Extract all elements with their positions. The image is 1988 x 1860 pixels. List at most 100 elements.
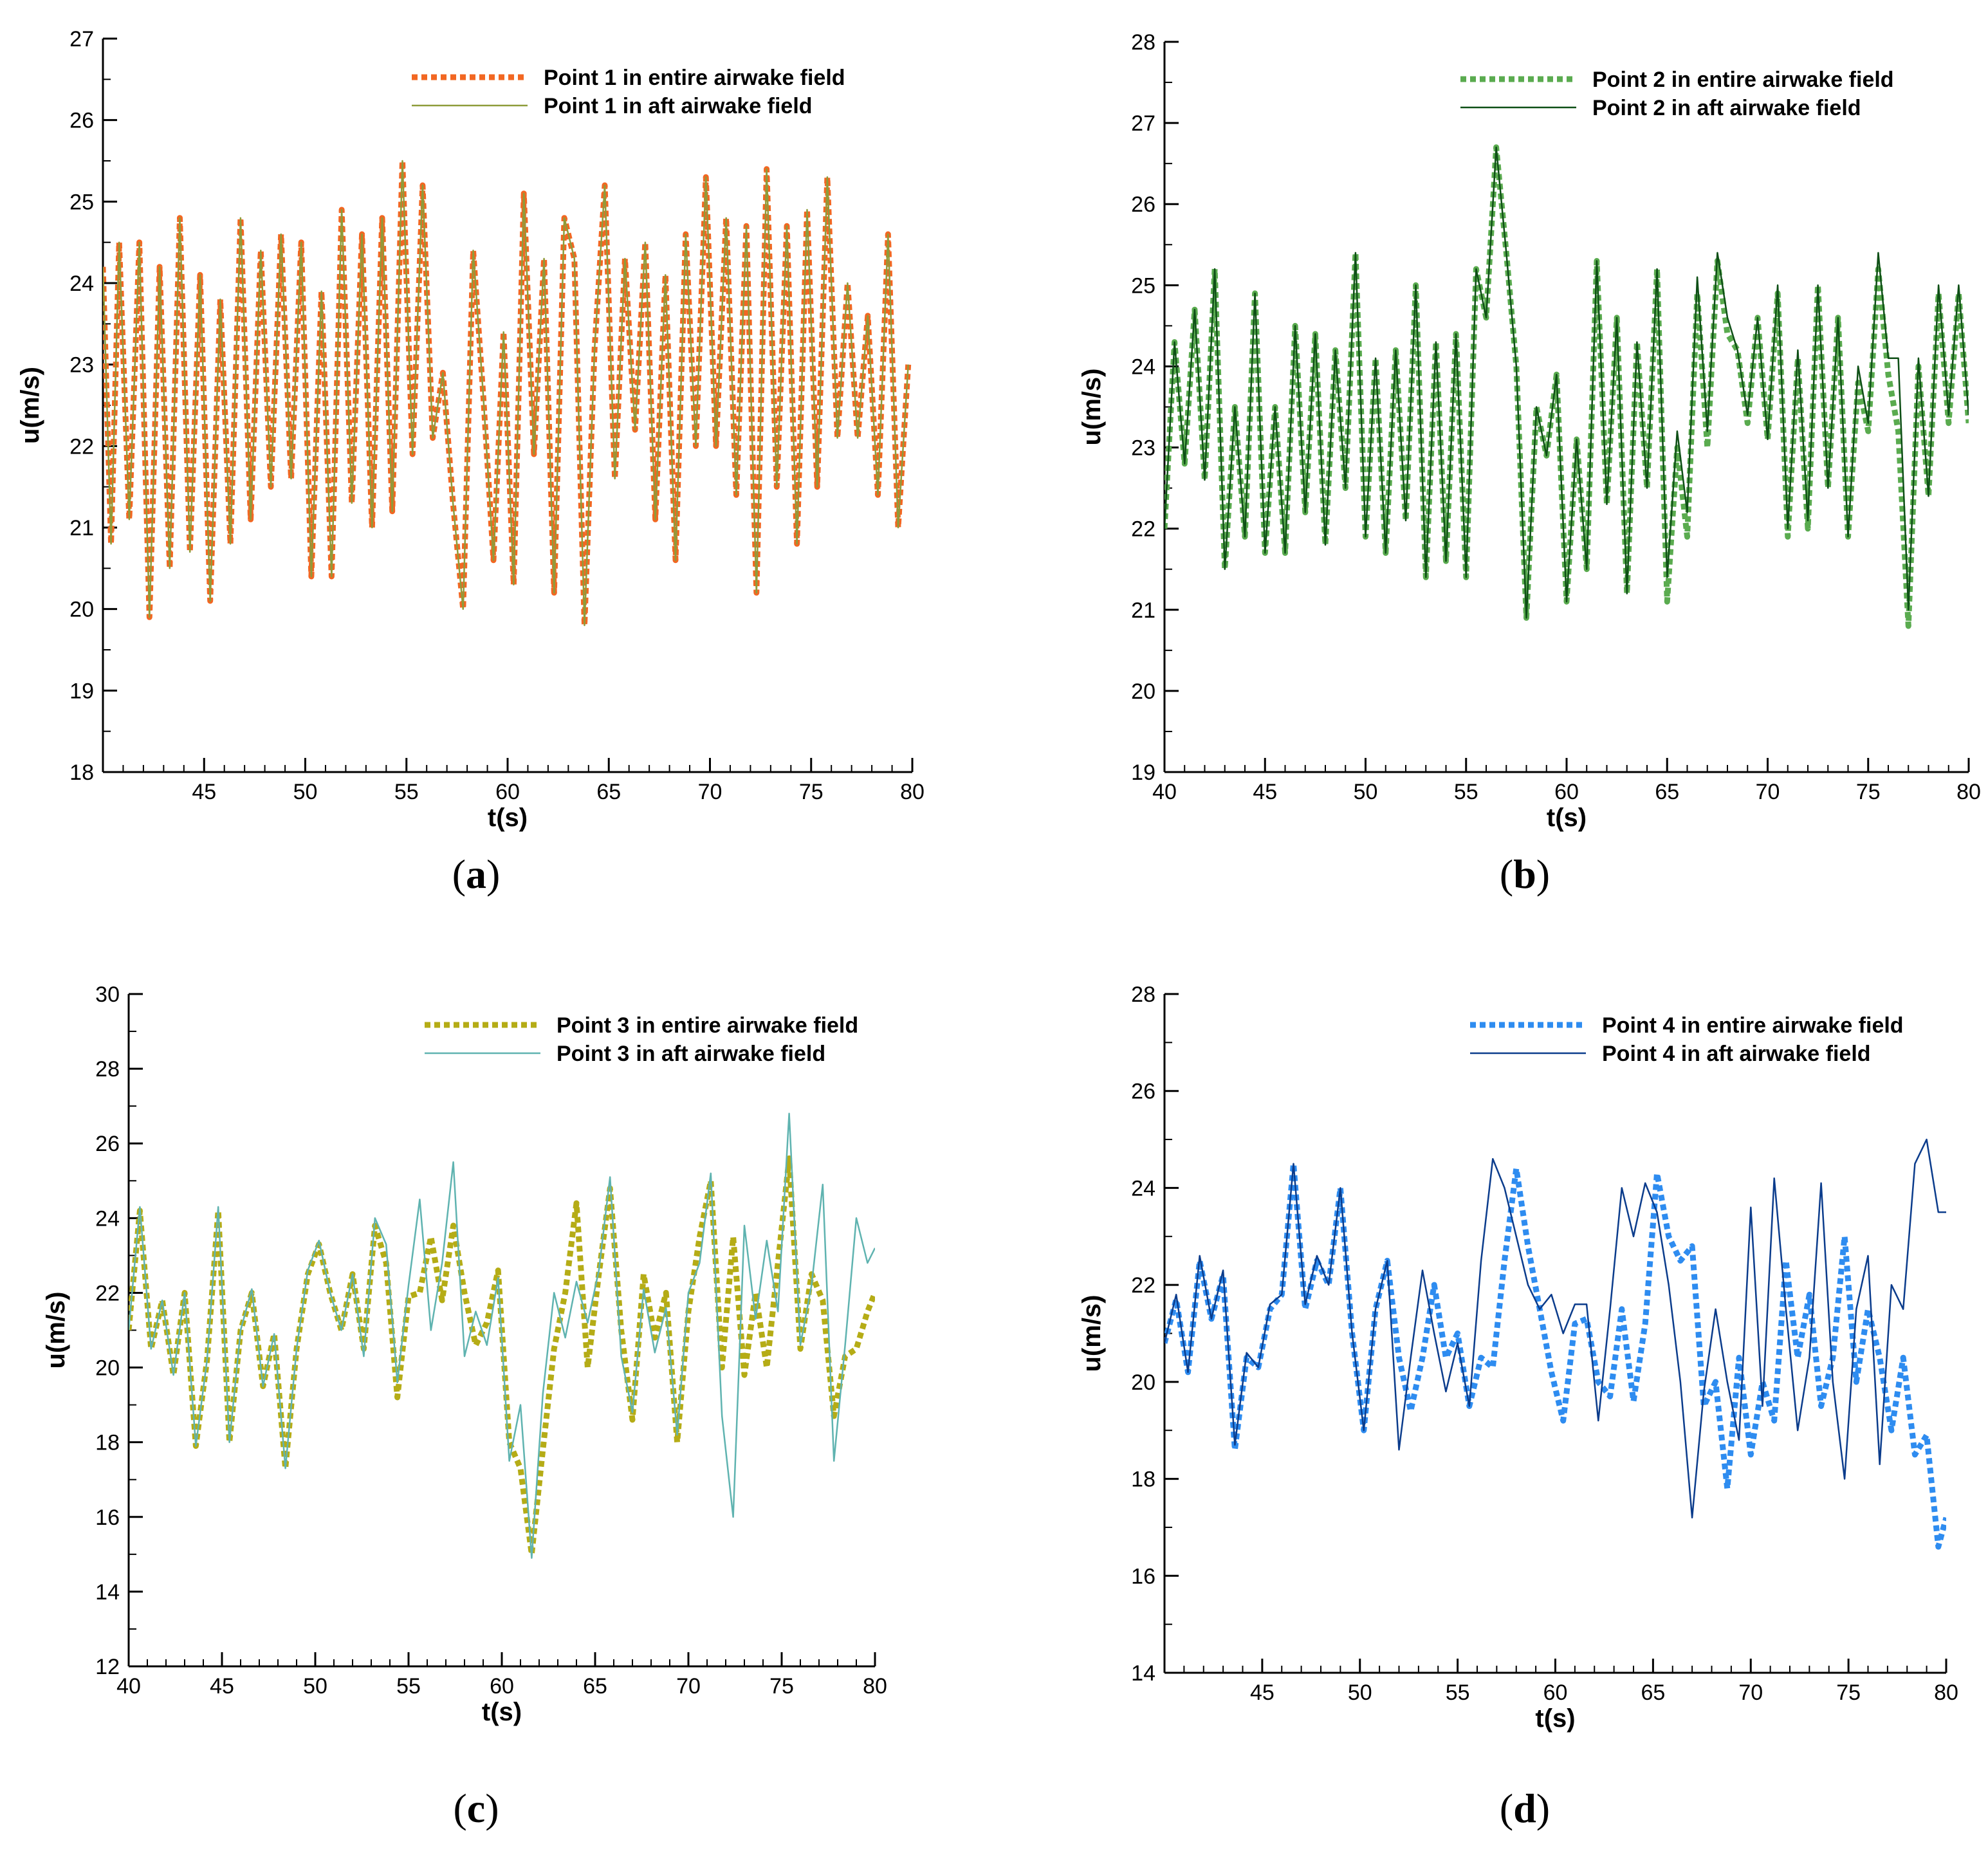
legend-label: Point 3 in entire airwake field <box>557 1013 858 1038</box>
chart-panel-c: 12 14 16 18 20 22 24 26 28 30 40 45 50 55 60 65 70 75 80 t(… <box>42 982 887 1831</box>
x-tick-label: 70 <box>676 1674 701 1699</box>
y-axis-title: u(m/s) <box>42 1292 70 1369</box>
x-tick-label: 70 <box>1738 1680 1763 1705</box>
chart-panel-b: 19 20 21 22 23 24 25 26 27 28 40 45 50 55 60 65 70 75 80 t(… <box>1078 30 1981 897</box>
x-tick-label: 55 <box>1454 780 1478 804</box>
plot-area <box>1164 1138 1946 1550</box>
x-tick-label: 70 <box>698 780 722 804</box>
x-tick-label: 65 <box>596 780 621 804</box>
y-tick-label: 16 <box>1131 1564 1155 1588</box>
y-tick-label: 24 <box>69 272 94 296</box>
x-tick-label: 40 <box>1152 780 1177 804</box>
series-line-aft <box>129 1112 875 1559</box>
legend-label: Point 3 in aft airwake field <box>557 1042 825 1066</box>
x-tick-label: 80 <box>900 780 925 804</box>
x-tick-label: 45 <box>210 1674 234 1699</box>
y-tick-label: 26 <box>69 109 94 133</box>
x-tick-label: 60 <box>495 780 520 804</box>
y-tick-label: 19 <box>69 679 94 703</box>
x-tick-label: 65 <box>583 1674 607 1699</box>
y-tick-label: 21 <box>1131 598 1155 623</box>
x-tick-label: 55 <box>394 780 419 804</box>
y-tick-label: 12 <box>95 1655 120 1679</box>
y-tick-label: 21 <box>69 516 94 540</box>
y-axis-title: u(m/s) <box>1078 369 1106 446</box>
x-tick-label: 50 <box>303 1674 327 1699</box>
panel-caption: (a) <box>452 851 501 897</box>
y-tick-label: 30 <box>95 982 120 1007</box>
x-tick-label: 70 <box>1756 780 1780 804</box>
series-line-aft <box>1164 146 1969 619</box>
y-tick-label: 22 <box>95 1281 120 1305</box>
series-line-entire <box>1164 1161 1946 1550</box>
y-tick-label: 20 <box>1131 679 1155 704</box>
y-tick-label: 26 <box>1131 192 1155 217</box>
y-tick-label: 24 <box>1131 355 1155 379</box>
y-tick-label: 20 <box>1131 1370 1155 1395</box>
series-line-entire <box>1164 144 1969 629</box>
x-tick-label: 75 <box>769 1674 794 1699</box>
x-tick-label: 55 <box>396 1674 421 1699</box>
x-tick-label: 40 <box>116 1674 141 1699</box>
plot-area <box>1164 144 1969 629</box>
y-tick-label: 20 <box>95 1356 120 1381</box>
legend: Point 4 in entire airwake field Point 4 i… <box>1470 1013 1904 1066</box>
y-tick-label: 26 <box>1131 1080 1155 1104</box>
x-tick-label: 45 <box>192 780 216 804</box>
series-line-aft <box>103 160 909 627</box>
y-tick-label: 18 <box>95 1431 120 1455</box>
y-tick-label: 18 <box>69 760 94 785</box>
legend-label: Point 1 in aft airwake field <box>544 94 813 118</box>
legend-label: Point 4 in entire airwake field <box>1602 1013 1904 1038</box>
series-line-aft <box>1164 1138 1946 1519</box>
y-tick-label: 23 <box>1131 436 1155 461</box>
x-tick-label: 60 <box>1543 1680 1568 1705</box>
x-tick-label: 45 <box>1250 1680 1275 1705</box>
chart-panel-a: 18 19 20 21 22 23 24 25 26 27 45 50 55 60 65 70 75 80 t(s)… <box>16 27 925 897</box>
x-tick-label: 80 <box>1956 780 1981 804</box>
panel-caption: (d) <box>1500 1785 1550 1831</box>
x-tick-label: 50 <box>1348 1680 1372 1705</box>
x-tick-label: 55 <box>1446 1680 1470 1705</box>
legend: Point 2 in entire airwake field Point 2 i… <box>1460 68 1894 120</box>
y-axis-title: u(m/s) <box>1078 1295 1106 1372</box>
y-tick-label: 24 <box>1131 1176 1155 1201</box>
y-tick-label: 27 <box>1131 111 1155 136</box>
x-axis-title: t(s) <box>482 1698 522 1726</box>
x-tick-label: 75 <box>1836 1680 1861 1705</box>
panel-caption: (b) <box>1500 851 1550 897</box>
y-tick-label: 19 <box>1131 760 1155 785</box>
legend-label: Point 1 in entire airwake field <box>544 66 845 90</box>
legend-label: Point 2 in aft airwake field <box>1592 96 1861 120</box>
legend: Point 3 in entire airwake field Point 3 in … <box>425 1013 858 1066</box>
y-tick-label: 22 <box>1131 517 1155 542</box>
legend: Point 1 in entire airwake field Point 1 i… <box>412 66 845 118</box>
y-tick-label: 28 <box>95 1057 120 1082</box>
legend-label: Point 4 in aft airwake field <box>1602 1042 1871 1066</box>
y-tick-label: 14 <box>1131 1661 1155 1686</box>
x-tick-label: 60 <box>1554 780 1579 804</box>
y-tick-label: 27 <box>69 27 94 51</box>
y-tick-label: 25 <box>69 190 94 214</box>
x-axis-title: t(s) <box>488 804 528 832</box>
x-tick-label: 60 <box>490 1674 514 1699</box>
x-axis-title: t(s) <box>1535 1704 1575 1733</box>
x-tick-label: 50 <box>1354 780 1378 804</box>
legend-label: Point 2 in entire airwake field <box>1592 68 1894 92</box>
y-tick-label: 18 <box>1131 1468 1155 1492</box>
plot-area <box>129 1112 875 1559</box>
x-tick-label: 80 <box>863 1674 887 1699</box>
x-tick-label: 65 <box>1641 1680 1665 1705</box>
y-tick-label: 25 <box>1131 273 1155 298</box>
chart-panel-d: 14 16 18 20 22 24 26 28 45 50 55 60 65 70 75 80 t(s) u(m/… <box>1078 982 1958 1831</box>
series-line-entire <box>129 1155 875 1558</box>
y-tick-label: 24 <box>95 1206 120 1231</box>
y-tick-label: 28 <box>1131 30 1155 55</box>
y-tick-label: 26 <box>95 1132 120 1156</box>
y-tick-label: 22 <box>1131 1273 1155 1298</box>
plot-area <box>103 158 912 629</box>
panel-caption: (c) <box>453 1785 499 1831</box>
x-tick-label: 75 <box>799 780 824 804</box>
y-tick-label: 22 <box>69 434 94 459</box>
